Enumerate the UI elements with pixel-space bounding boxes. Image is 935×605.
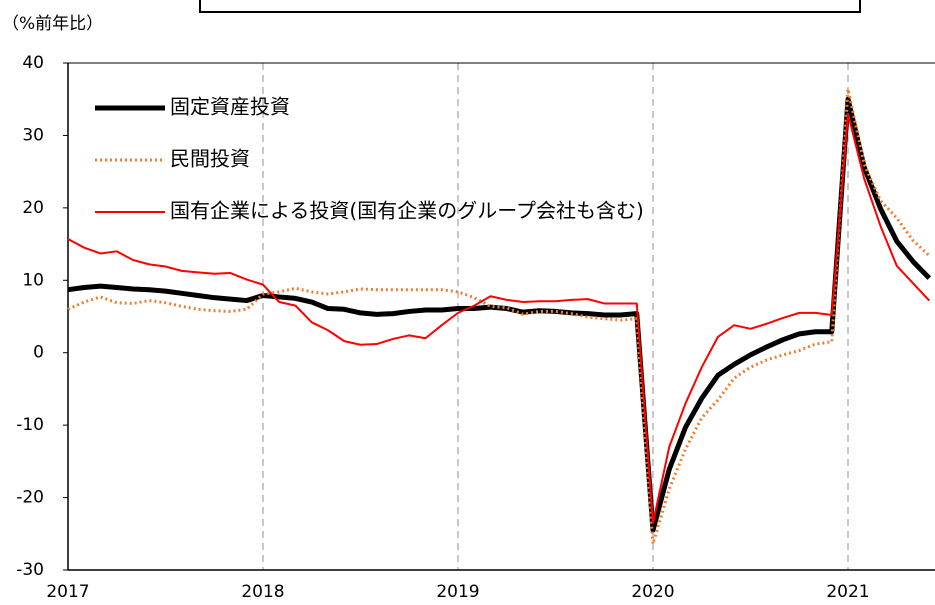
x-tick-label: 2019 (436, 582, 479, 602)
y-tick-label: -20 (16, 488, 44, 508)
y-tick-label: -10 (16, 415, 44, 435)
y-tick-label: 0 (33, 343, 44, 363)
y-tick-label: 10 (22, 270, 44, 290)
legend-label: 国有企業による投資(国有企業のグループ会社も含む) (170, 199, 644, 223)
x-tick-label: 2018 (241, 582, 284, 602)
x-tick-label: 2017 (46, 582, 89, 602)
y-tick-label: -30 (16, 560, 44, 580)
y-tick-label: 30 (22, 125, 44, 145)
y-tick-label: 40 (22, 53, 44, 73)
legend-label: 民間投資 (170, 147, 250, 171)
series-line (67, 112, 930, 524)
x-tick-label: 2020 (631, 582, 674, 602)
x-tick-label: 2021 (826, 582, 869, 602)
y-axis-label: （%前年比） (2, 14, 103, 34)
y-tick-label: 20 (22, 198, 44, 218)
title-box (199, 0, 861, 13)
legend-label: 固定資産投資 (170, 95, 290, 119)
series-line (67, 87, 931, 546)
